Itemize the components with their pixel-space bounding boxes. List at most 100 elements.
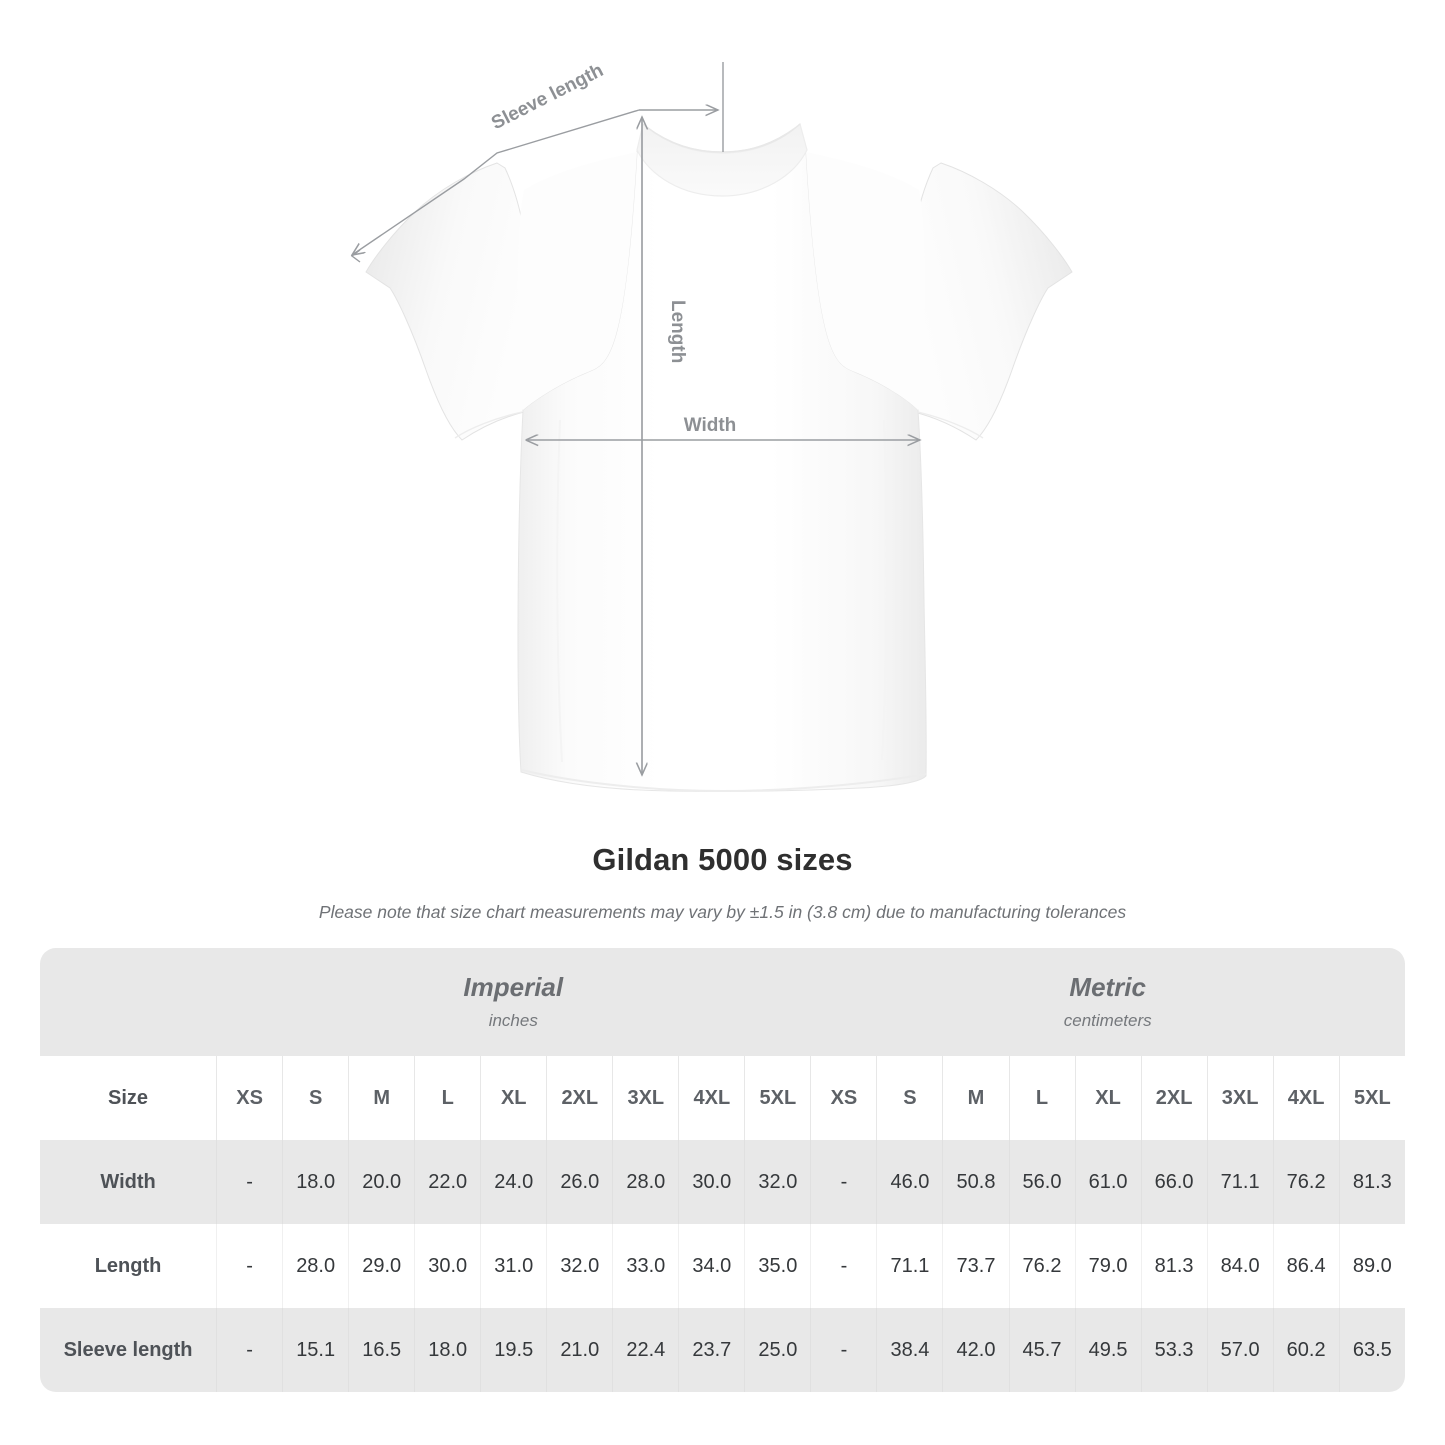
size-header-metric-l: L [1008,1056,1075,1140]
size-header-metric-4xl: 4XL [1272,1056,1339,1140]
cell-length-metric-s: 71.1 [876,1224,943,1308]
unit-group-metric-sub: centimeters [1063,1011,1152,1030]
tolerance-note: Please note that size chart measurements… [318,902,1127,922]
cell-length-metric-l: 76.2 [1008,1224,1075,1308]
size-header-metric-3xl: 3XL [1206,1056,1273,1140]
cell-width-metric-l: 56.0 [1008,1140,1075,1224]
cell-length-imperial-4xl: 34.0 [678,1224,745,1308]
unit-group-imperial: Imperial inches [216,948,811,1056]
size-header-metric-xs: XS [810,1056,877,1140]
cell-length-metric-5xl: 89.0 [1338,1224,1405,1308]
cell-sleeve-imperial-l: 18.0 [414,1308,481,1392]
cell-sleeve-imperial-2xl: 21.0 [546,1308,613,1392]
cell-length-metric-4xl: 86.4 [1272,1224,1339,1308]
cell-width-imperial-l: 22.0 [414,1140,481,1224]
cell-sleeve-metric-2xl: 53.3 [1140,1308,1207,1392]
size-header-imperial-xs: XS [216,1056,283,1140]
size-chart-table-wrapper: Imperial inches Metric centimeters Size … [40,948,1405,1392]
size-header-metric-xl: XL [1074,1056,1141,1140]
table-row: Width - 18.0 20.0 22.0 24.0 26.0 28.0 30… [40,1140,1405,1224]
cell-length-imperial-l: 30.0 [414,1224,481,1308]
cell-length-metric-2xl: 81.3 [1140,1224,1207,1308]
cell-width-imperial-m: 20.0 [348,1140,415,1224]
tshirt-illustration: Sleeve length Length Width [0,60,1073,793]
cell-length-metric-xs: - [810,1224,877,1308]
cell-sleeve-metric-l: 45.7 [1008,1308,1075,1392]
cell-length-imperial-5xl: 35.0 [744,1224,811,1308]
size-header-metric-m: M [942,1056,1009,1140]
unit-group-row: Imperial inches Metric centimeters [40,948,1405,1056]
size-header-imperial-s: S [282,1056,349,1140]
cell-sleeve-imperial-xl: 19.5 [480,1308,547,1392]
size-header-imperial-m: M [348,1056,415,1140]
page-title: Gildan 5000 sizes [592,842,853,877]
unit-spacer-cell [40,948,217,1056]
size-header-metric-5xl: 5XL [1338,1056,1405,1140]
size-header-imperial-5xl: 5XL [744,1056,811,1140]
size-header-imperial-3xl: 3XL [612,1056,679,1140]
cell-sleeve-imperial-4xl: 23.7 [678,1308,745,1392]
size-header-metric-s: S [876,1056,943,1140]
unit-group-metric: Metric centimeters [810,948,1405,1056]
unit-group-imperial-sub: inches [488,1011,538,1030]
cell-sleeve-metric-xl: 49.5 [1074,1308,1141,1392]
cell-length-imperial-2xl: 32.0 [546,1224,613,1308]
table-row: Sleeve length - 15.1 16.5 18.0 19.5 21.0… [40,1308,1405,1392]
unit-group-metric-name: Metric [1069,972,1146,1002]
size-header-imperial-4xl: 4XL [678,1056,745,1140]
cell-width-metric-s: 46.0 [876,1140,943,1224]
cell-sleeve-metric-3xl: 57.0 [1206,1308,1273,1392]
cell-width-metric-3xl: 71.1 [1206,1140,1273,1224]
size-header-label: Size [40,1056,217,1140]
chart-heading-block: Gildan 5000 sizes Please note that size … [0,840,1445,925]
cell-length-imperial-3xl: 33.0 [612,1224,679,1308]
row-label-width: Width [40,1140,217,1224]
cell-sleeve-imperial-m: 16.5 [348,1308,415,1392]
cell-length-metric-m: 73.7 [942,1224,1009,1308]
cell-width-imperial-s: 18.0 [282,1140,349,1224]
cell-sleeve-imperial-s: 15.1 [282,1308,349,1392]
sleeve-length-line [352,109,640,255]
cell-sleeve-imperial-xs: - [216,1308,283,1392]
cell-length-imperial-xs: - [216,1224,283,1308]
cell-width-metric-xl: 61.0 [1074,1140,1141,1224]
size-header-imperial-2xl: 2XL [546,1056,613,1140]
cell-width-metric-m: 50.8 [942,1140,1009,1224]
cell-length-metric-xl: 79.0 [1074,1224,1141,1308]
cell-width-imperial-4xl: 30.0 [678,1140,745,1224]
size-header-imperial-xl: XL [480,1056,547,1140]
cell-sleeve-metric-xs: - [810,1308,877,1392]
table-row: Length - 28.0 29.0 30.0 31.0 32.0 33.0 3… [40,1224,1405,1308]
cell-width-metric-5xl: 81.3 [1338,1140,1405,1224]
sleeve-arrow-tip [350,249,361,263]
unit-group-imperial-name: Imperial [463,972,564,1002]
cell-length-imperial-xl: 31.0 [480,1224,547,1308]
cell-sleeve-imperial-3xl: 22.4 [612,1308,679,1392]
cell-sleeve-metric-s: 38.4 [876,1308,943,1392]
size-header-metric-2xl: 2XL [1140,1056,1207,1140]
cell-length-metric-3xl: 84.0 [1206,1224,1273,1308]
row-label-sleeve-length: Sleeve length [40,1308,217,1392]
sleeve-length-label: Sleeve length [488,60,607,134]
width-label: Width [684,415,737,436]
size-diagram: Sleeve length Length Width [0,60,1073,793]
measurement-annotations [352,62,920,775]
cell-width-imperial-2xl: 26.0 [546,1140,613,1224]
length-label: Length [667,300,688,363]
cell-width-imperial-3xl: 28.0 [612,1140,679,1224]
tshirt-shape [365,122,1073,793]
size-chart-table: Imperial inches Metric centimeters Size … [40,948,1405,1392]
cell-length-imperial-m: 29.0 [348,1224,415,1308]
cell-width-metric-xs: - [810,1140,877,1224]
cell-sleeve-metric-m: 42.0 [942,1308,1009,1392]
row-label-length: Length [40,1224,217,1308]
cell-sleeve-metric-4xl: 60.2 [1272,1308,1339,1392]
cell-width-imperial-5xl: 32.0 [744,1140,811,1224]
cell-width-imperial-xl: 24.0 [480,1140,547,1224]
cell-length-imperial-s: 28.0 [282,1224,349,1308]
cell-width-imperial-xs: - [216,1140,283,1224]
cell-width-metric-4xl: 76.2 [1272,1140,1339,1224]
cell-sleeve-metric-5xl: 63.5 [1338,1308,1405,1392]
size-header-row: Size XS S M L XL 2XL 3XL 4XL 5XL XS S M … [40,1056,1405,1140]
cell-width-metric-2xl: 66.0 [1140,1140,1207,1224]
